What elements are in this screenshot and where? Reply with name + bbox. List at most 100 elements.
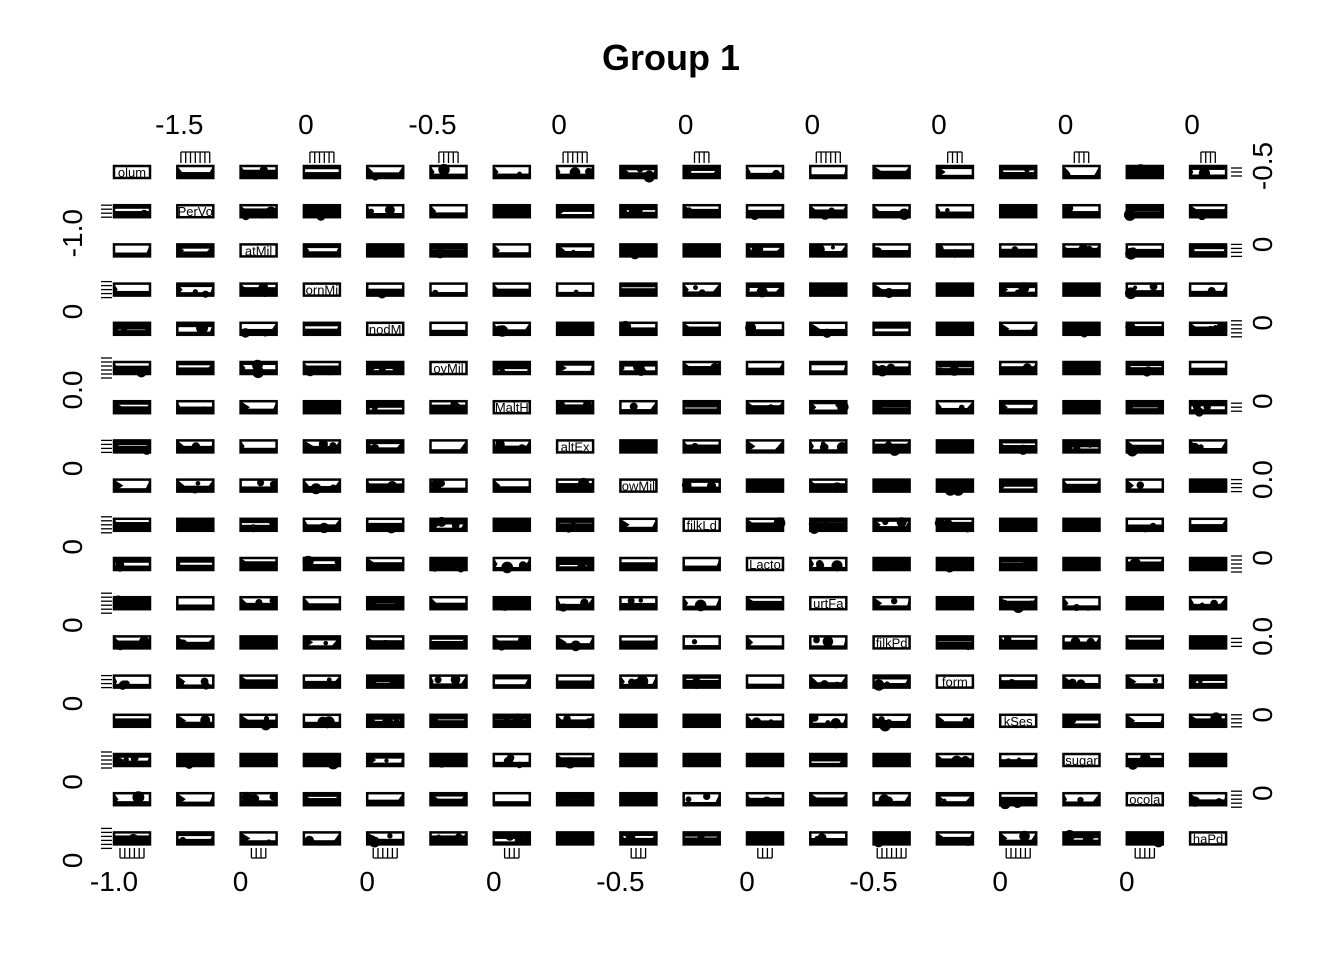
point-cloud (367, 409, 404, 414)
point-cloud (1000, 401, 1037, 405)
panel-frame (745, 556, 785, 572)
point-cloud (1000, 680, 1037, 688)
variable-label: haPd (1193, 831, 1223, 846)
data-point (943, 518, 953, 528)
data-point (1123, 208, 1136, 221)
data-point (1149, 327, 1156, 335)
point-cloud (962, 714, 973, 727)
panel-6-7 (555, 399, 595, 415)
point-cloud (936, 205, 941, 218)
point-cloud (430, 683, 467, 688)
point-cloud (714, 401, 720, 414)
point-cloud (1063, 448, 1100, 453)
point-cloud (1063, 558, 1100, 566)
panel-15-14 (998, 752, 1038, 768)
data-point (1198, 678, 1203, 684)
point-cloud (1063, 558, 1074, 570)
point-cloud (1220, 205, 1227, 218)
point-cloud (1000, 248, 1037, 257)
point-cloud (240, 679, 277, 688)
data-point (745, 322, 757, 334)
data-point (1012, 601, 1025, 613)
point-cloud (114, 683, 150, 688)
point-cloud (810, 362, 847, 366)
data-point (177, 679, 185, 687)
panel-4-16 (1125, 321, 1165, 337)
point-cloud (1126, 170, 1163, 178)
point-cloud (557, 362, 567, 374)
panel-10-16 (1125, 556, 1165, 572)
panel-6-5 (429, 399, 468, 415)
point-cloud (114, 479, 124, 492)
panel-5-16 (1125, 360, 1165, 377)
panel-8-17 (1188, 478, 1228, 493)
data-point (1198, 561, 1205, 568)
top-tick-label: -0.5 (408, 109, 456, 140)
point-cloud (773, 479, 783, 492)
data-point (895, 484, 903, 492)
panel-15-12 (872, 752, 911, 768)
point-cloud (1063, 401, 1100, 406)
data-point (681, 480, 692, 490)
point-cloud (523, 675, 530, 688)
point-cloud (208, 322, 214, 335)
panel-16-3 (302, 791, 342, 807)
data-point (305, 366, 316, 377)
data-point (522, 524, 528, 530)
panel-11-10 (745, 595, 785, 611)
point-cloud (650, 675, 657, 688)
point-cloud (1000, 212, 1037, 218)
panel-frame (1062, 752, 1101, 768)
right-tick-label: -0.5 (1247, 142, 1278, 190)
panel-9-9 (682, 517, 721, 533)
point-cloud (1190, 754, 1227, 762)
point-cloud (367, 362, 404, 369)
data-point (773, 517, 786, 529)
point-cloud (240, 486, 277, 492)
point-cloud (810, 558, 815, 570)
point-cloud (775, 362, 783, 374)
panel-17-15 (1062, 830, 1101, 846)
point-cloud (1063, 605, 1100, 610)
point-cloud (1000, 518, 1007, 531)
point-cloud (902, 714, 910, 727)
point-cloud (394, 166, 404, 178)
panel-12-8 (619, 635, 658, 650)
point-cloud (936, 603, 973, 610)
data-point (1008, 678, 1016, 687)
data-point (1216, 321, 1227, 332)
panel-15-9 (682, 752, 721, 768)
panel-8-15 (1062, 478, 1101, 493)
data-point (1124, 287, 1137, 300)
point-cloud (620, 283, 657, 288)
point-cloud (772, 440, 783, 453)
data-point (872, 247, 883, 257)
panel-17-12 (872, 831, 911, 848)
panel-5-6 (492, 360, 532, 376)
data-point (636, 366, 646, 376)
point-cloud (1190, 244, 1195, 257)
panel-1-13 (935, 203, 975, 219)
point-cloud (650, 636, 657, 649)
data-point (389, 676, 400, 686)
panel-frame (555, 439, 595, 454)
point-cloud (873, 166, 883, 178)
panel-5-14 (998, 360, 1038, 376)
data-point (1148, 641, 1154, 647)
data-point (954, 598, 961, 605)
point-cloud (493, 558, 498, 570)
point-cloud (683, 675, 720, 679)
point-cloud (240, 408, 277, 414)
point-cloud (709, 166, 720, 178)
left-tick-label: 0 (57, 304, 88, 320)
variable-label: altEx (561, 439, 590, 454)
point-cloud (841, 714, 847, 727)
panel-2-2 (239, 243, 278, 258)
data-point (454, 407, 460, 412)
panel-16-8 (619, 791, 658, 807)
data-point (876, 364, 889, 377)
point-cloud (1221, 244, 1227, 257)
panel-10-11 (809, 556, 848, 572)
data-point (516, 761, 523, 769)
panel-3-5 (429, 282, 468, 297)
